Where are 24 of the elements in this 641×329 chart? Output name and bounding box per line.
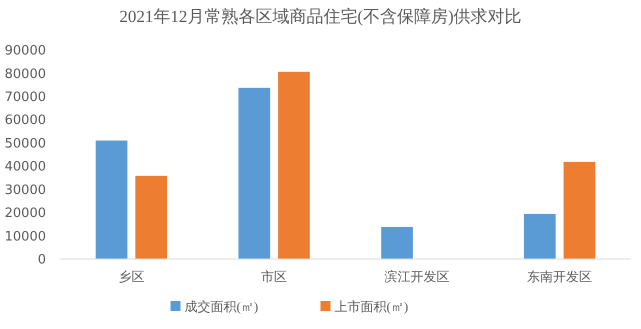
y-tick-label: 60000 [4, 113, 46, 128]
x-tick-label: 市区 [261, 269, 288, 284]
bar [238, 88, 270, 259]
chart-title: 2021年12月常熟各区域商品住宅(不含保障房)供求对比 [119, 7, 522, 26]
bar [96, 140, 128, 259]
y-tick-label: 10000 [4, 229, 46, 244]
legend-label: 上市面积(㎡) [334, 299, 408, 314]
legend-label: 成交面积(㎡) [184, 299, 258, 314]
y-tick-label: 30000 [4, 182, 46, 198]
y-tick-label: 40000 [4, 160, 46, 175]
bar [278, 72, 310, 259]
x-tick-label: 滨江开发区 [384, 269, 450, 284]
bar [524, 214, 556, 259]
y-tick-label: 90000 [4, 44, 46, 59]
x-tick-label: 乡区 [118, 269, 144, 284]
bar [135, 176, 168, 259]
y-tick-label: 0 [38, 252, 46, 268]
y-tick-label: 70000 [4, 90, 46, 105]
y-tick-label: 80000 [4, 66, 46, 82]
x-tick-label: 东南开发区 [527, 269, 592, 284]
y-tick-label: 50000 [4, 136, 46, 152]
bar [381, 226, 413, 259]
y-tick-label: 20000 [4, 206, 46, 222]
bar [564, 162, 596, 259]
